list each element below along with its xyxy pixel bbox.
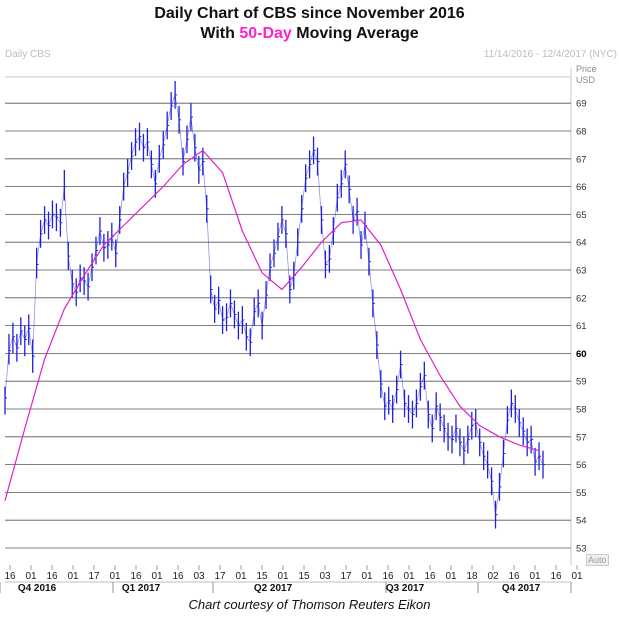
chart-credit: Chart courtesy of Thomson Reuters Eikon xyxy=(188,597,431,612)
x-tick-label: 01 xyxy=(445,571,457,582)
y-tick-label: 59 xyxy=(576,377,587,388)
x-tick-label: 01 xyxy=(235,571,247,582)
quarter-label: Q4 2016 xyxy=(18,583,57,594)
x-tick-label: 01 xyxy=(25,571,37,582)
price-axis-label: Price USD xyxy=(576,64,597,86)
x-tick-label: 01 xyxy=(403,571,415,582)
title-line-2: With 50-Day Moving Average xyxy=(0,24,619,44)
title-prefix: With xyxy=(200,25,240,42)
x-tick-label: 16 xyxy=(172,571,184,582)
x-tick-label: 17 xyxy=(88,571,100,582)
auto-scale-button[interactable]: Auto xyxy=(586,554,609,566)
x-tick-label: 16 xyxy=(550,571,562,582)
x-tick-label: 16 xyxy=(46,571,58,582)
y-tick-label: 60 xyxy=(576,349,587,360)
x-tick-label: 01 xyxy=(109,571,121,582)
y-tick-label: 63 xyxy=(576,266,587,277)
chart-title: Daily Chart of CBS since November 2016 W… xyxy=(0,4,619,44)
x-tick-label: 02 xyxy=(487,571,499,582)
quarter-label: Q3 2017 xyxy=(386,583,425,594)
x-tick-label: 03 xyxy=(319,571,331,582)
y-tick-label: 64 xyxy=(576,238,587,249)
y-tick-label: 55 xyxy=(576,488,587,499)
title-highlight: 50-Day xyxy=(239,25,292,42)
instrument-label: Daily CBS xyxy=(5,49,51,60)
x-tick-label: 16 xyxy=(4,571,16,582)
y-tick-label: 68 xyxy=(576,127,587,138)
x-tick-label: 01 xyxy=(151,571,163,582)
quarter-label: Q1 2017 xyxy=(122,583,161,594)
x-tick-label: 17 xyxy=(340,571,352,582)
y-tick-label: 57 xyxy=(576,432,587,443)
y-tick-label: 58 xyxy=(576,405,587,416)
x-tick-label: 01 xyxy=(571,571,583,582)
x-tick-label: 15 xyxy=(256,571,268,582)
moving-average-line xyxy=(4,149,540,501)
unit-label: USD xyxy=(576,75,596,85)
y-tick-label: 53 xyxy=(576,544,587,555)
y-tick-label: 62 xyxy=(576,293,587,304)
x-tick-label: 16 xyxy=(424,571,436,582)
x-tick-label: 01 xyxy=(529,571,541,582)
date-range-label: 11/14/2016 - 12/4/2017 (NYC) xyxy=(483,49,617,60)
y-tick-label: 65 xyxy=(576,210,587,221)
x-tick-label: 03 xyxy=(193,571,205,582)
y-tick-label: 61 xyxy=(576,321,587,332)
y-tick-label: 69 xyxy=(576,99,587,110)
x-tick-label: 16 xyxy=(130,571,142,582)
y-tick-label: 54 xyxy=(576,516,587,527)
x-tick-label: 01 xyxy=(277,571,289,582)
y-tick-label: 66 xyxy=(576,182,587,193)
y-tick-label: 67 xyxy=(576,154,587,165)
x-tick-label: 16 xyxy=(382,571,394,582)
y-tick-label-bold: 60 xyxy=(576,349,587,360)
y-tick-label: 56 xyxy=(576,460,587,471)
quarter-label: Q2 2017 xyxy=(254,583,293,594)
x-tick-label: 01 xyxy=(67,571,79,582)
title-suffix: Moving Average xyxy=(291,25,419,42)
price-series-line xyxy=(4,94,544,515)
x-tick-label: 16 xyxy=(508,571,520,582)
price-label: Price xyxy=(576,64,597,74)
x-tick-label: 01 xyxy=(361,571,373,582)
x-tick-label: 15 xyxy=(298,571,310,582)
title-line-1: Daily Chart of CBS since November 2016 xyxy=(154,5,465,22)
quarter-label: Q4 2017 xyxy=(502,583,541,594)
x-tick-label: 18 xyxy=(466,571,478,582)
x-tick-label: 17 xyxy=(214,571,226,582)
